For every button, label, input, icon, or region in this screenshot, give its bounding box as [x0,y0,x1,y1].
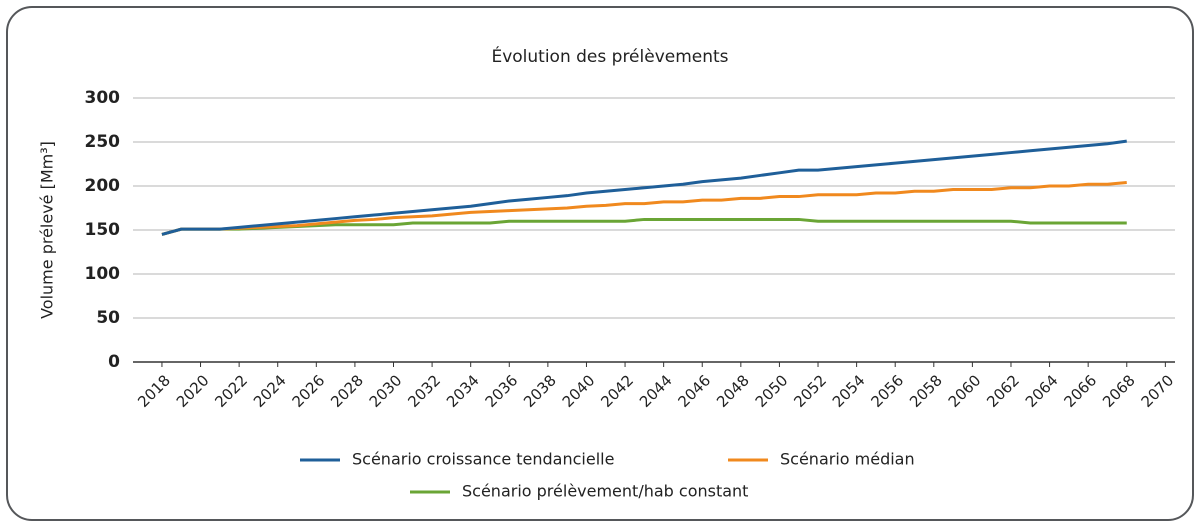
y-tick-label: 50 [96,308,120,328]
x-tick-label: 2066 [1060,371,1100,411]
x-tick-label: 2046 [675,371,715,411]
x-tick-label: 2034 [443,371,483,411]
x-tick-label: 2062 [983,371,1023,411]
x-tick-label: 2026 [289,371,329,411]
x-tick-label: 2056 [867,371,907,411]
x-tick-label: 2060 [945,371,985,411]
x-tick-label: 2068 [1099,371,1139,411]
x-tick-label: 2048 [713,371,753,411]
chart-frame [6,6,1194,521]
x-tick-label: 2028 [327,371,367,411]
y-tick-label: 100 [85,264,121,284]
x-tick-label: 2044 [636,371,676,411]
x-tick-label: 2054 [829,371,869,411]
series-line [161,217,1127,236]
series-line [161,180,1127,236]
x-tick-label: 2038 [520,371,560,411]
x-tick-label: 2070 [1138,371,1178,411]
x-tick-label: 2052 [790,371,830,411]
y-tick-label: 200 [85,176,121,196]
x-tick-label: 2018 [134,371,174,411]
x-tick-label: 2024 [250,371,290,411]
y-tick-label: 250 [85,132,121,152]
x-tick-label: 2064 [1022,371,1062,411]
y-tick-label: 300 [85,88,121,108]
x-tick-label: 2058 [906,371,946,411]
x-tick-label: 2020 [173,371,213,411]
x-tick-label: 2032 [404,371,444,411]
x-tick-label: 2042 [597,371,637,411]
x-tick-label: 2040 [559,371,599,411]
series-line [161,139,1127,236]
legend-label: Scénario médian [780,450,915,469]
y-tick-label: 0 [108,352,120,372]
legend-label: Scénario croissance tendancielle [352,450,614,469]
y-tick-label: 150 [85,220,121,240]
y-axis-label: Volume prélevé [Mm³] [38,141,57,319]
x-tick-label: 2030 [366,371,406,411]
x-tick-label: 2050 [752,371,792,411]
x-tick-label: 2022 [211,371,251,411]
legend-label: Scénario prélèvement/hab constant [462,482,748,501]
chart-title: Évolution des prélèvements [491,45,728,67]
x-tick-label: 2036 [482,371,522,411]
